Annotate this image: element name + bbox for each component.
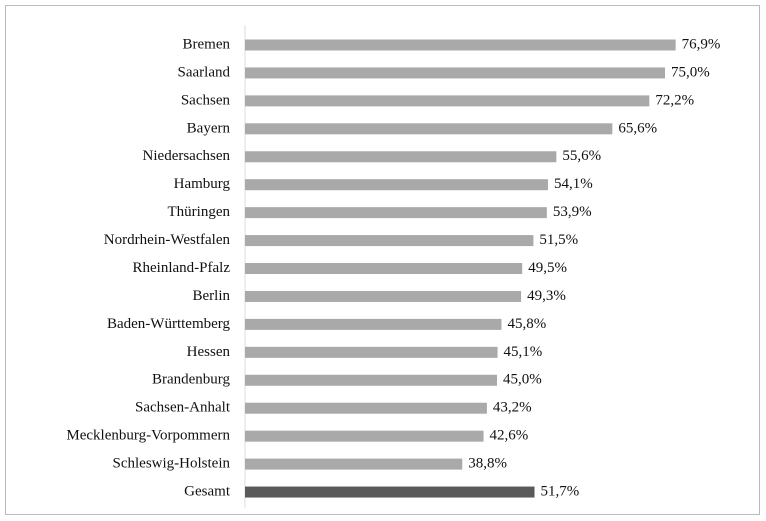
value-label: 54,1% [554, 176, 593, 192]
value-label: 49,5% [528, 260, 567, 276]
bar [245, 458, 463, 470]
category-label: Hamburg [174, 176, 231, 192]
bar [245, 374, 497, 386]
bar [245, 346, 498, 358]
category-label: Hessen [187, 344, 231, 360]
value-label: 38,8% [468, 456, 507, 472]
value-label: 42,6% [490, 428, 529, 444]
category-label: Bremen [183, 36, 231, 52]
bar [245, 207, 547, 219]
value-label: 65,6% [618, 120, 657, 136]
category-label: Nordrhein-Westfalen [104, 232, 231, 248]
bar [245, 402, 487, 414]
category-label: Baden-Württemberg [107, 316, 231, 332]
bar [245, 39, 676, 51]
category-label: Mecklenburg-Vorpommern [66, 428, 230, 444]
value-label: 45,1% [504, 344, 543, 360]
category-label: Niedersachsen [143, 148, 231, 164]
category-label: Brandenburg [152, 372, 231, 388]
bar [245, 263, 523, 275]
bar [245, 318, 502, 330]
bar [245, 290, 522, 302]
bar [245, 235, 534, 247]
bar [245, 179, 548, 191]
frame [5, 5, 760, 515]
value-label: 45,8% [507, 316, 546, 332]
value-label: 43,2% [493, 400, 532, 416]
category-label: Bayern [187, 120, 231, 136]
category-label: Thüringen [168, 204, 231, 220]
bar [245, 486, 535, 498]
value-label: 51,7% [541, 483, 580, 499]
bar [245, 67, 665, 79]
category-label: Schleswig-Holstein [113, 456, 231, 472]
value-label: 45,0% [503, 372, 542, 388]
category-label: Berlin [193, 288, 231, 304]
category-label: Sachsen [181, 92, 231, 108]
value-label: 76,9% [682, 36, 721, 52]
bar [245, 95, 650, 107]
category-label: Rheinland-Pfalz [133, 260, 231, 276]
category-label: Sachsen-Anhalt [135, 400, 231, 416]
category-label: Saarland [178, 64, 231, 80]
value-label: 53,9% [553, 204, 592, 220]
value-label: 49,3% [527, 288, 566, 304]
value-label: 72,2% [655, 92, 694, 108]
bar [245, 123, 613, 135]
value-label: 51,5% [539, 232, 578, 248]
bar [245, 430, 484, 442]
value-label: 55,6% [562, 148, 601, 164]
bar [245, 151, 557, 163]
value-label: 75,0% [671, 64, 710, 80]
category-label: Gesamt [184, 483, 231, 499]
